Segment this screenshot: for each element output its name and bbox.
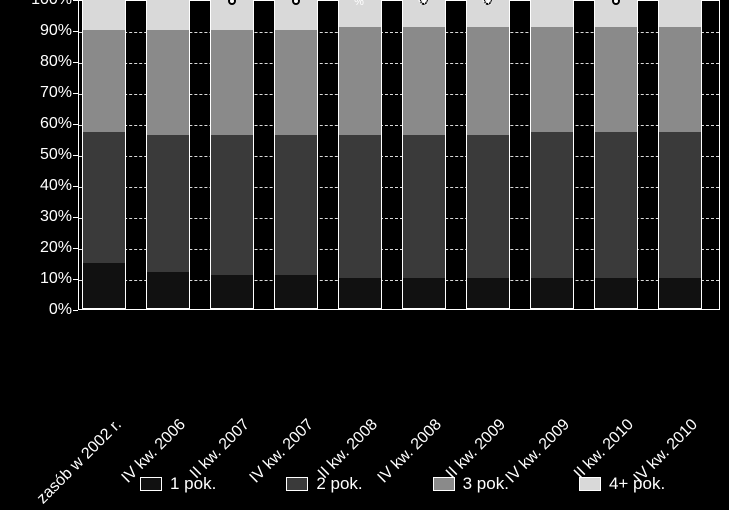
y-tick-label: 50% (0, 146, 72, 164)
y-tick-label: 30% (0, 208, 72, 226)
top-percent-label: % (482, 0, 492, 8)
top-percent-label: % (354, 0, 364, 8)
bar-group (82, 0, 126, 309)
x-tick-label: IV kw. 2010 (590, 416, 702, 510)
y-tick-label: 70% (0, 84, 72, 102)
legend-swatch-1 (140, 477, 162, 491)
bar-group (466, 0, 510, 309)
plot-area (78, 0, 720, 310)
top-percent-label: % (418, 0, 428, 8)
bar-group (402, 0, 446, 309)
bar-group (338, 0, 382, 309)
y-tick-label: 40% (0, 177, 72, 195)
y-tick-label: 80% (0, 53, 72, 71)
bar-group (530, 0, 574, 309)
chart-stage: 0%10%20%30%40%50%60%70%80%90%100% 1 pok.… (0, 0, 729, 510)
y-tick-label: 90% (0, 22, 72, 40)
bar-group (274, 0, 318, 309)
bar-group (210, 0, 254, 309)
y-tick-label: 20% (0, 239, 72, 257)
bar-group (146, 0, 190, 309)
y-tick-label: 10% (0, 270, 72, 288)
bar-group (658, 0, 702, 309)
bar-group (594, 0, 638, 309)
y-tick-label: 60% (0, 115, 72, 133)
y-tick-label: 100% (0, 0, 72, 9)
y-tick-label: 0% (0, 301, 72, 319)
